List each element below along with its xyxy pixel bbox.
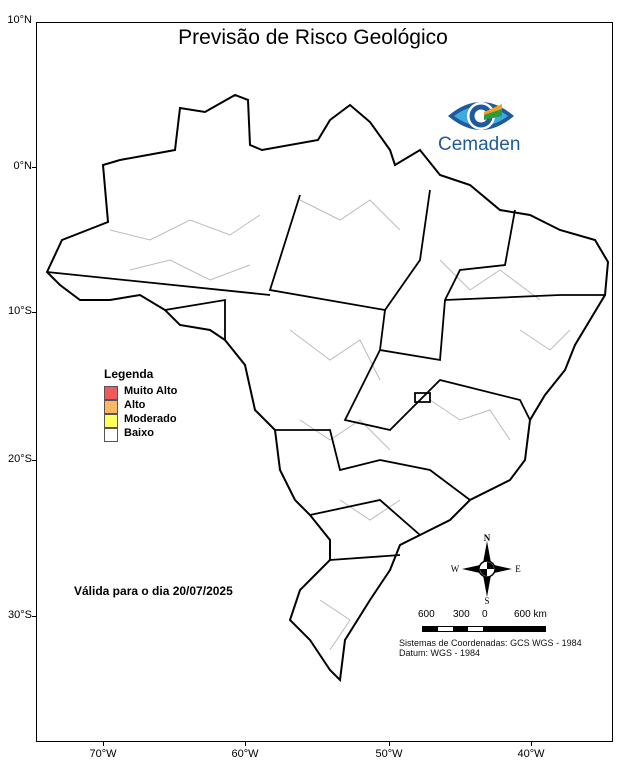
legend: Legenda Muito Alto Alto Moderado Baixo [104,367,178,442]
compass-e: E [515,564,521,574]
legend-swatch [104,400,118,414]
scale-label: 0 [482,609,488,620]
legend-label: Moderado [124,413,177,425]
municipal-region-borders [109,199,571,651]
lat-label: 0°N [13,160,32,172]
datum: Datum: WGS - 1984 [399,648,481,658]
tick [32,460,36,461]
tick [245,742,246,746]
state-borders [46,189,605,561]
lon-label: 60°W [231,748,259,760]
legend-swatch [104,386,118,400]
lat-label: 30°S [8,609,32,621]
lat-label: 10°S [8,305,32,317]
tick [389,742,390,746]
legend-label: Baixo [124,427,154,439]
lat-label: 20°S [8,453,32,465]
tick [103,742,104,746]
lat-label: 10°N [7,14,32,26]
map-frame [36,22,613,742]
compass-w: W [451,564,460,574]
legend-title: Legenda [104,367,154,381]
tick [32,616,36,617]
legend-label: Alto [124,399,146,411]
cemaden-logo [448,102,514,130]
lon-label: 40°W [517,748,545,760]
scale-label: 300 [453,609,470,620]
valid-date: Válida para o dia 20/07/2025 [74,584,233,598]
compass-n: N [484,533,491,543]
compass-s: S [484,596,489,605]
legend-item: Baixo [104,426,177,442]
map-title: Previsão de Risco Geológico [178,26,448,49]
scale-label: 600 [418,609,435,620]
scale-label: 600 km [514,609,547,620]
lon-label: 70°W [89,748,117,760]
legend-item: Moderado [104,412,177,428]
coordinate-info: Sistemas de Coordenadas: GCS WGS - 1984 … [399,638,582,658]
tick [32,312,36,313]
logo-text: Cemaden [438,134,521,155]
legend-item: Alto [104,398,177,414]
tick [531,742,532,746]
legend-item: Muito Alto [104,384,178,400]
lon-label: 50°W [375,748,403,760]
legend-swatch [104,414,118,428]
legend-swatch [104,428,118,442]
tick [32,167,36,168]
scale-bar [422,626,546,632]
legend-label: Muito Alto [124,385,178,397]
coord-system: Sistemas de Coordenadas: GCS WGS - 1984 [399,638,582,648]
compass-rose-icon: N S W E [451,533,522,605]
